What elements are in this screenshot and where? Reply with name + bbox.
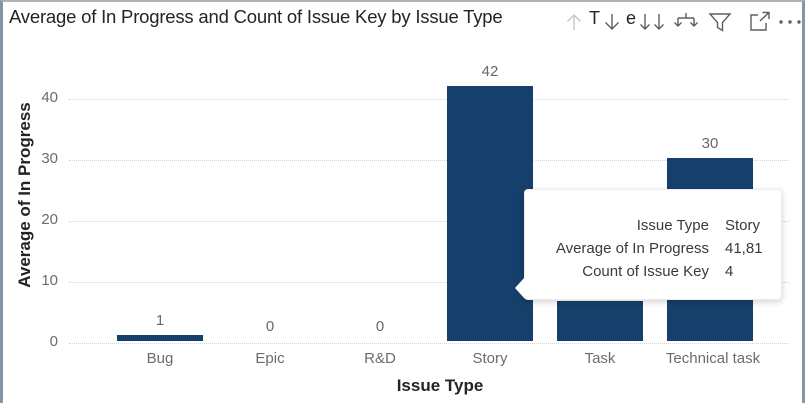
data-label: 30 <box>701 135 719 152</box>
drill-down-icon[interactable] <box>599 10 625 34</box>
x-category-label: Epic <box>255 350 285 367</box>
filter-icon[interactable] <box>707 10 733 34</box>
gridline <box>69 281 789 283</box>
gridline <box>69 220 789 222</box>
drill-up-icon[interactable] <box>561 10 587 34</box>
tooltip-caret-icon <box>515 277 525 299</box>
y-tick-label: 30 <box>41 149 58 167</box>
tooltip: Issue Type Story Average of In Progress … <box>515 189 782 300</box>
data-label: 0 <box>375 318 385 335</box>
gridline <box>69 343 789 344</box>
visual-body: Average of In Progress and Count of Issu… <box>3 2 802 403</box>
gridline <box>69 98 789 100</box>
tooltip-label: Count of Issue Key <box>582 263 709 280</box>
x-category-label: Technical task <box>665 350 761 367</box>
tooltip-label: Issue Type <box>636 217 709 234</box>
expand-all-down-icon[interactable] <box>671 10 701 34</box>
y-tick-label: 40 <box>41 88 58 106</box>
bar-slot-epic: 0 <box>215 2 325 341</box>
x-category-label: Story <box>472 350 508 367</box>
tooltip-value: 41,81 <box>725 240 763 257</box>
x-category-label: Bug <box>146 350 174 367</box>
data-label: 0 <box>265 318 275 335</box>
y-tick-label: 10 <box>41 271 58 289</box>
x-axis-title: Issue Type <box>396 376 484 395</box>
bar-slot-bug: 1 <box>105 2 215 341</box>
visual-title: Average of In Progress and Count of Issu… <box>9 6 503 27</box>
bar-bug[interactable] <box>117 335 203 341</box>
title-overflow-fragment: T <box>589 8 600 28</box>
tooltip-value: Story <box>725 217 761 234</box>
focus-mode-icon[interactable] <box>747 10 773 34</box>
y-tick-label: 20 <box>41 210 58 228</box>
y-axis-title: Average of In Progress <box>15 102 34 288</box>
x-category-label: Task <box>584 350 616 367</box>
bar-slot-task <box>545 2 655 341</box>
bar-task[interactable] <box>557 301 643 341</box>
bar-story[interactable] <box>447 86 533 341</box>
more-options-icon[interactable] <box>777 10 802 34</box>
title-overflow-fragment: e <box>626 8 637 28</box>
y-tick-label: 0 <box>49 333 58 350</box>
data-label: 1 <box>155 312 165 329</box>
tooltip-label: Average of In Progress <box>555 240 709 257</box>
data-label: 42 <box>481 63 499 80</box>
gridline <box>69 159 789 161</box>
tooltip-value: 4 <box>725 263 734 280</box>
go-to-next-level-icon[interactable] <box>637 10 667 34</box>
bar-slot-rd: 0 <box>325 2 435 341</box>
x-category-label: R&D <box>364 350 396 367</box>
